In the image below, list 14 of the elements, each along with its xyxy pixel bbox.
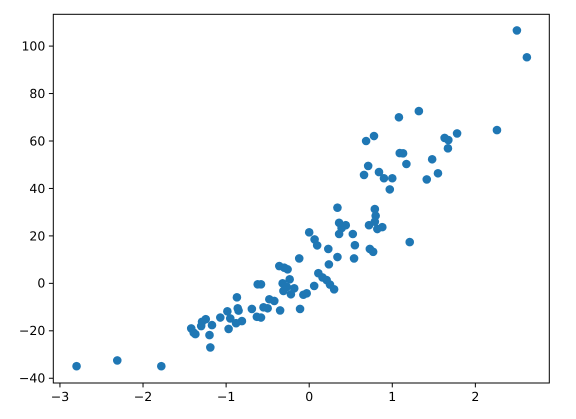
x-tick-label: −2 — [134, 389, 152, 404]
y-tick-label: 60 — [29, 133, 46, 148]
x-tick-label: −3 — [50, 389, 70, 404]
x-tick-label: 1 — [388, 389, 396, 404]
y-tick-label: 20 — [29, 228, 46, 244]
y-tick-label: −40 — [18, 370, 46, 386]
y-tick-label: 0 — [37, 276, 46, 291]
x-tick-label: 0 — [305, 389, 314, 404]
y-tick-label: 100 — [21, 38, 46, 54]
y-tick-label: 40 — [29, 180, 46, 196]
x-tick-label: −1 — [216, 389, 236, 404]
y-tick-label: 80 — [29, 86, 46, 101]
y-tick-label: −20 — [18, 323, 46, 338]
x-tick-label: 2 — [471, 389, 480, 404]
